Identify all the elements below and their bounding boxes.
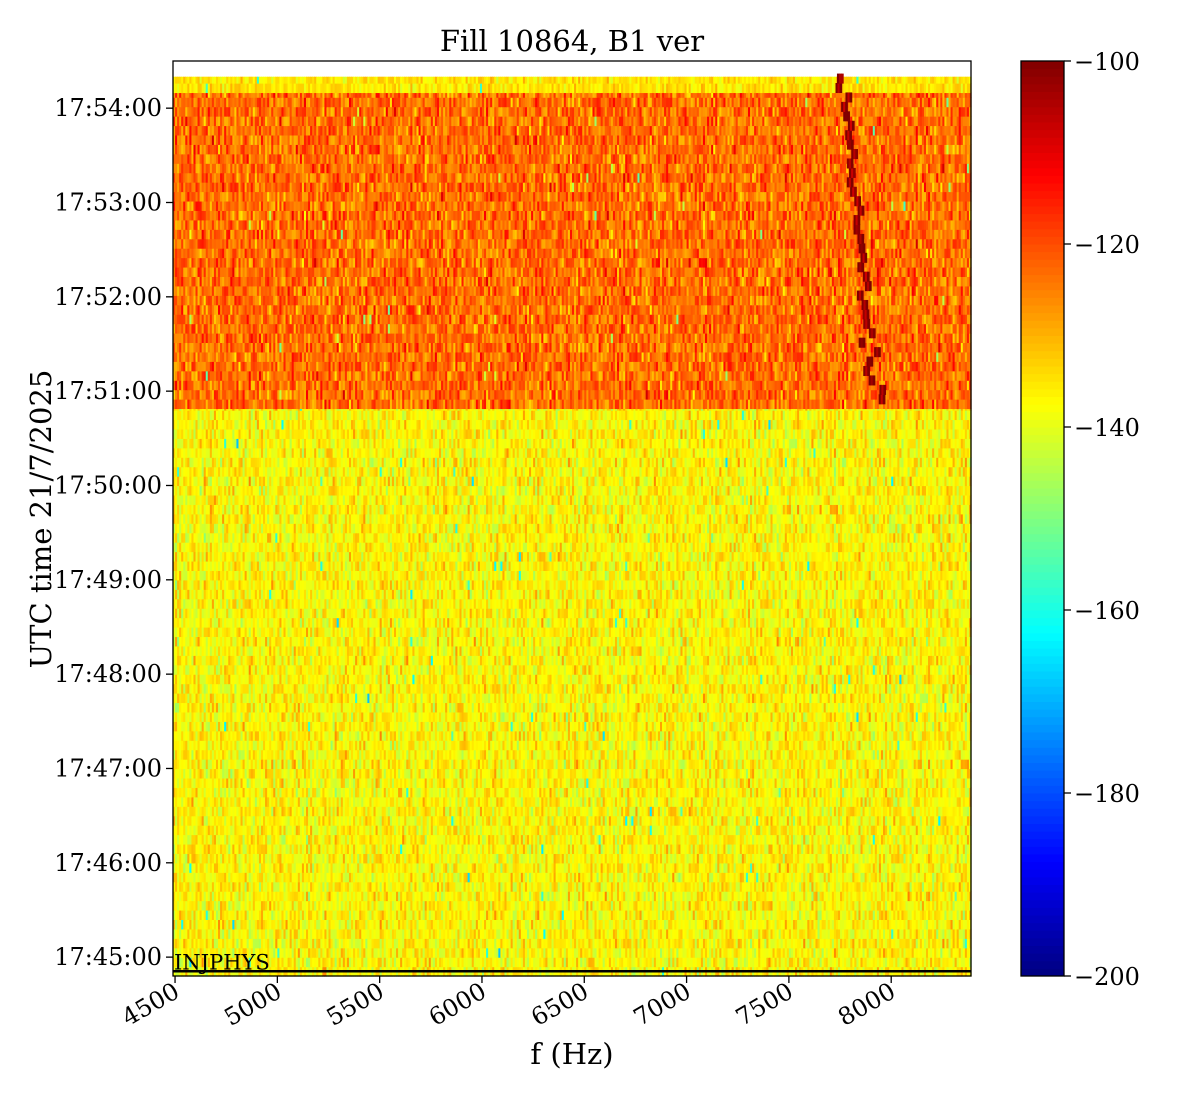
plot-area: INJPHYS	[173, 61, 972, 977]
heatmap-cells	[173, 77, 972, 977]
chart-title: Fill 10864, B1 ver	[440, 24, 704, 58]
